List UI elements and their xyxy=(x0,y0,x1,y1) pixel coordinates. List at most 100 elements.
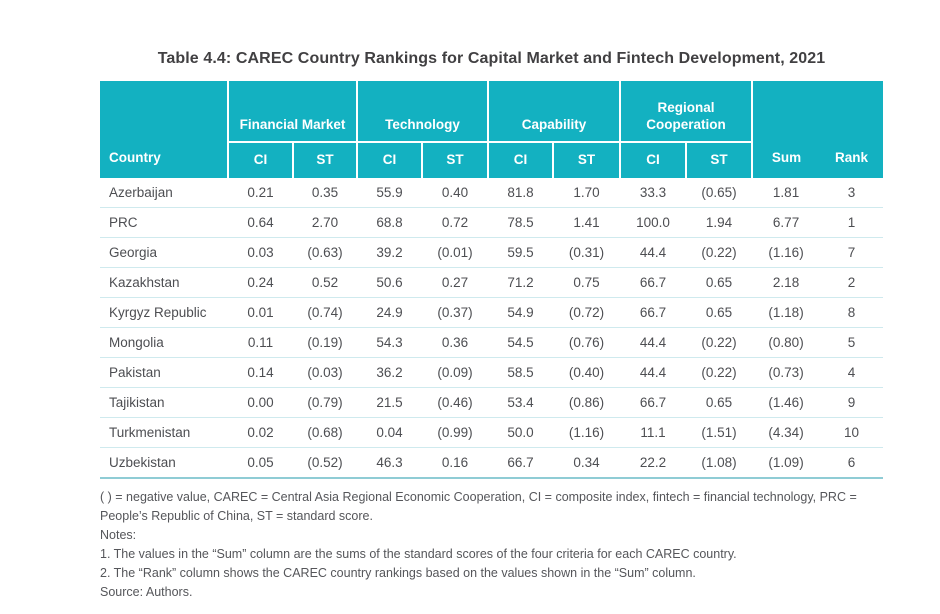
value-cell: 54.3 xyxy=(357,327,423,358)
column-header-sum: Sum xyxy=(751,81,821,178)
table-row: Georgia 0.03 (0.63) 39.2 (0.01) 59.5 (0.31) 44.… xyxy=(100,237,884,268)
column-header-capability-ci: CI xyxy=(488,142,555,178)
value-cell: 36.2 xyxy=(357,357,423,388)
value-cell: 81.8 xyxy=(488,178,554,208)
value-cell: (0.19) xyxy=(293,327,358,358)
value-cell: 24.9 xyxy=(357,297,423,328)
value-cell: 55.9 xyxy=(357,178,423,208)
value-cell: 0.34 xyxy=(553,447,621,479)
value-cell: 10 xyxy=(820,417,884,448)
value-cell: 0.01 xyxy=(228,297,293,328)
table-row: PRC 0.64 2.70 68.8 0.72 78.5 1.41 100.0 1.94 6.77… xyxy=(100,207,884,238)
content-wrapper: Table 4.4: CAREC Country Rankings for Ca… xyxy=(100,0,884,602)
value-cell: (1.46) xyxy=(752,387,821,418)
column-header-regional-cooperation-st: ST xyxy=(686,142,754,178)
value-cell: 0.11 xyxy=(228,327,293,358)
value-cell: (0.73) xyxy=(752,357,821,388)
country-cell: Kazakhstan xyxy=(100,267,228,298)
value-cell: 11.1 xyxy=(620,417,687,448)
value-cell: (0.72) xyxy=(553,297,621,328)
country-cell: Pakistan xyxy=(100,357,228,388)
value-cell: (4.34) xyxy=(752,417,821,448)
note-2: 2. The “Rank” column shows the CAREC cou… xyxy=(100,566,696,580)
table-row: Pakistan 0.14 (0.03) 36.2 (0.09) 58.5 (0.40) 44… xyxy=(100,357,884,388)
table-row: Kazakhstan 0.24 0.52 50.6 0.27 71.2 0.75 66.7 0.… xyxy=(100,267,884,298)
column-header-technology-ci: CI xyxy=(357,142,424,178)
value-cell: (0.76) xyxy=(553,327,621,358)
note-1: 1. The values in the “Sum” column are th… xyxy=(100,547,737,561)
value-cell: 44.4 xyxy=(620,237,687,268)
value-cell: 8 xyxy=(820,297,884,328)
table-row: Tajikistan 0.00 (0.79) 21.5 (0.46) 53.4 (0.86)… xyxy=(100,387,884,418)
abbreviations-note: ( ) = negative value, CAREC = Central As… xyxy=(100,490,857,523)
value-cell: (0.37) xyxy=(422,297,489,328)
value-cell: 66.7 xyxy=(488,447,554,479)
value-cell: (0.52) xyxy=(293,447,358,479)
group-header-row: Country Financial Market Technology Capa… xyxy=(100,81,884,178)
value-cell: 4 xyxy=(820,357,884,388)
value-cell: (1.16) xyxy=(553,417,621,448)
value-cell: 0.03 xyxy=(228,237,293,268)
value-cell: 53.4 xyxy=(488,387,554,418)
value-cell: (0.03) xyxy=(293,357,358,388)
group-header-regional-cooperation: Regional Cooperation xyxy=(620,81,754,143)
value-cell: (0.31) xyxy=(553,237,621,268)
value-cell: 100.0 xyxy=(620,207,687,238)
table-row: Azerbaijan 0.21 0.35 55.9 0.40 81.8 1.70 33.3 (0… xyxy=(100,178,884,208)
table-row: Uzbekistan 0.05 (0.52) 46.3 0.16 66.7 0.34 22.2… xyxy=(100,447,884,479)
value-cell: (0.01) xyxy=(422,237,489,268)
value-cell: 58.5 xyxy=(488,357,554,388)
value-cell: (0.46) xyxy=(422,387,489,418)
value-cell: 0.27 xyxy=(422,267,489,298)
value-cell: 0.65 xyxy=(686,297,753,328)
group-header-technology: Technology xyxy=(357,81,490,143)
value-cell: 54.9 xyxy=(488,297,554,328)
column-header-financial-market-ci: CI xyxy=(228,142,294,178)
value-cell: (0.86) xyxy=(553,387,621,418)
value-cell: 0.00 xyxy=(228,387,293,418)
group-header-financial-market: Financial Market xyxy=(228,81,359,143)
value-cell: 78.5 xyxy=(488,207,554,238)
column-header-country: Country xyxy=(100,81,229,178)
column-header-technology-st: ST xyxy=(422,142,490,178)
value-cell: 50.6 xyxy=(357,267,423,298)
value-cell: 54.5 xyxy=(488,327,554,358)
notes-label: Notes: xyxy=(100,528,137,542)
sub-header-row: CI ST CI ST CI ST CI ST xyxy=(100,142,883,178)
value-cell: 0.52 xyxy=(293,267,358,298)
value-cell: (0.80) xyxy=(752,327,821,358)
value-cell: 2.70 xyxy=(293,207,358,238)
value-cell: 66.7 xyxy=(620,297,687,328)
country-cell: Kyrgyz Republic xyxy=(100,297,228,328)
value-cell: 9 xyxy=(820,387,884,418)
value-cell: 1 xyxy=(820,207,884,238)
footnotes: ( ) = negative value, CAREC = Central As… xyxy=(100,488,883,602)
value-cell: 0.21 xyxy=(228,178,293,208)
column-header-regional-cooperation-ci: CI xyxy=(620,142,688,178)
column-header-capability-st: ST xyxy=(553,142,622,178)
value-cell: (0.99) xyxy=(422,417,489,448)
value-cell: 2.18 xyxy=(752,267,821,298)
value-cell: (0.22) xyxy=(686,357,753,388)
value-cell: 59.5 xyxy=(488,237,554,268)
value-cell: 0.35 xyxy=(293,178,358,208)
value-cell: 0.65 xyxy=(686,267,753,298)
value-cell: 66.7 xyxy=(620,387,687,418)
value-cell: 33.3 xyxy=(620,178,687,208)
country-cell: Uzbekistan xyxy=(100,447,228,479)
value-cell: (0.40) xyxy=(553,357,621,388)
country-cell: Georgia xyxy=(100,237,228,268)
value-cell: 0.64 xyxy=(228,207,293,238)
value-cell: 44.4 xyxy=(620,327,687,358)
value-cell: 71.2 xyxy=(488,267,554,298)
value-cell: 0.02 xyxy=(228,417,293,448)
table-title: Table 4.4: CAREC Country Rankings for Ca… xyxy=(157,50,826,67)
value-cell: (0.09) xyxy=(422,357,489,388)
value-cell: 0.75 xyxy=(553,267,621,298)
value-cell: 1.94 xyxy=(686,207,753,238)
value-cell: 5 xyxy=(820,327,884,358)
value-cell: (0.74) xyxy=(293,297,358,328)
table-body: Azerbaijan 0.21 0.35 55.9 0.40 81.8 1.70 33.3 (0… xyxy=(100,178,884,479)
value-cell: 0.24 xyxy=(228,267,293,298)
